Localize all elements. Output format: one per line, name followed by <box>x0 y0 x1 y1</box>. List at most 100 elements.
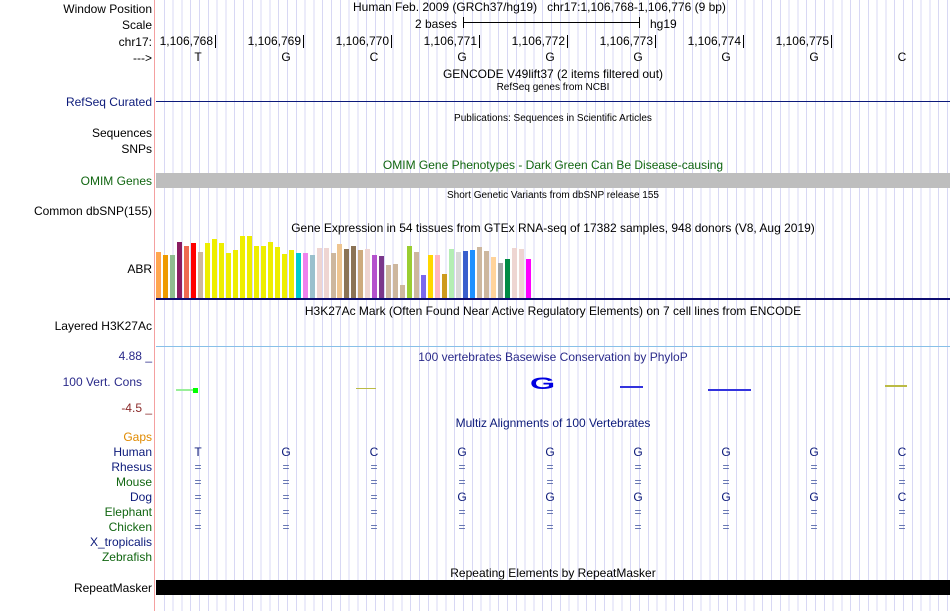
gtex-tissue-bar[interactable] <box>190 243 196 298</box>
rmsk-track-title[interactable]: Repeating Elements by RepeatMasker <box>450 566 656 580</box>
gtex-tissue-bar[interactable] <box>386 265 392 298</box>
gtex-tissue-bar[interactable] <box>442 274 448 298</box>
gtex-tissue-bar[interactable] <box>351 246 357 298</box>
gtex-tissue-bar[interactable] <box>470 250 476 298</box>
multiz-species-label[interactable]: X_tropicalis <box>89 535 152 549</box>
cons-max: 4.88 _ <box>118 349 152 363</box>
gtex-tissue-bar[interactable] <box>456 252 462 298</box>
scale-bar <box>463 17 640 28</box>
gtex-tissue-bar[interactable] <box>183 246 189 298</box>
gtex-tissue-bar[interactable] <box>225 253 231 298</box>
cons-mark <box>176 389 198 391</box>
refseq-label[interactable]: RefSeq Curated <box>65 95 152 109</box>
gtex-tissue-bar[interactable] <box>484 251 490 298</box>
pubs-track-title[interactable]: Publications: Sequences in Scientific Ar… <box>454 113 652 124</box>
gtex-tissue-bar[interactable] <box>253 246 259 298</box>
multiz-species-label[interactable]: Elephant <box>104 505 152 519</box>
sequence-base: G <box>721 50 731 64</box>
cons-label[interactable]: 100 Vert. Cons <box>62 375 142 389</box>
gtex-tissue-bar[interactable] <box>337 244 343 298</box>
strand-label: ---> <box>133 51 152 65</box>
gencode-track-title[interactable]: GENCODE V49lift37 (2 items filtered out) <box>442 67 664 81</box>
gtex-tissue-bar[interactable] <box>204 243 210 298</box>
pubs-label[interactable]: Sequences <box>91 126 152 140</box>
dbsnp-label[interactable]: Common dbSNP(155) <box>33 204 152 218</box>
omim-label[interactable]: OMIM Genes <box>80 174 152 188</box>
multiz-base: = <box>194 475 202 489</box>
dbsnp-track-title[interactable]: Short Genetic Variants from dbSNP releas… <box>447 190 659 201</box>
multiz-species-label[interactable]: Human <box>113 445 152 459</box>
gtex-tissue-bar[interactable] <box>393 264 399 298</box>
gtex-tissue-bar[interactable] <box>477 247 483 298</box>
rmsk-feature[interactable] <box>156 580 950 595</box>
gtex-tissue-bar[interactable] <box>428 255 434 298</box>
rmsk-label[interactable]: RepeatMasker <box>73 581 152 595</box>
gtex-tissue-bar[interactable] <box>330 253 336 298</box>
gtex-label[interactable]: ABR <box>127 262 152 276</box>
scale-text: 2 bases <box>415 17 458 31</box>
gtex-tissue-bar[interactable] <box>302 253 308 298</box>
gtex-tissue-bar[interactable] <box>435 255 441 298</box>
multiz-species-label[interactable]: Gaps <box>123 430 152 444</box>
gtex-tissue-bar[interactable] <box>267 242 273 298</box>
gtex-tissue-bar[interactable] <box>176 242 182 298</box>
gtex-tissue-bar[interactable] <box>197 252 203 298</box>
gtex-tissue-bar[interactable] <box>218 243 224 298</box>
gtex-tissue-bar[interactable] <box>491 257 497 298</box>
gtex-tissue-bar[interactable] <box>156 252 161 298</box>
multiz-base: = <box>634 520 642 534</box>
chrom-label: chr17: <box>118 35 152 49</box>
multiz-base: G <box>633 490 643 504</box>
multiz-species-label[interactable]: Rhesus <box>111 460 152 474</box>
multiz-species-label[interactable]: Zebrafish <box>101 550 152 564</box>
gtex-tissue-bar[interactable] <box>525 259 531 298</box>
gtex-tissue-bar[interactable] <box>400 285 406 298</box>
cons-logo-g: G <box>530 374 556 393</box>
refseq-track-title[interactable]: RefSeq genes from NCBI <box>496 82 610 93</box>
multiz-species-label[interactable]: Dog <box>129 490 152 504</box>
multiz-species-label[interactable]: Mouse <box>115 475 152 489</box>
gtex-tissue-bar[interactable] <box>274 247 280 298</box>
gtex-tissue-bar[interactable] <box>162 255 168 298</box>
gtex-tissue-bar[interactable] <box>498 263 504 298</box>
gtex-tissue-bar[interactable] <box>365 249 371 298</box>
gtex-tissue-bar[interactable] <box>232 250 238 298</box>
cons-track-title[interactable]: 100 vertebrates Basewise Conservation by… <box>418 350 688 364</box>
multiz-base: G <box>809 490 819 504</box>
gtex-tissue-bar[interactable] <box>211 239 217 298</box>
gtex-tissue-bar[interactable] <box>295 253 301 298</box>
gtex-tissue-bar[interactable] <box>407 246 413 298</box>
gtex-tissue-bar[interactable] <box>281 254 287 298</box>
gtex-tissue-bar[interactable] <box>246 236 252 298</box>
gtex-tissue-bar[interactable] <box>358 250 364 298</box>
gtex-tissue-bar[interactable] <box>505 259 510 298</box>
sequence-base: G <box>457 50 467 64</box>
omim-track-title[interactable]: OMIM Gene Phenotypes - Dark Green Can Be… <box>382 158 724 172</box>
gtex-tissue-bar[interactable] <box>309 255 315 298</box>
gtex-tissue-bar[interactable] <box>239 236 245 298</box>
h3k27-track-title[interactable]: H3K27Ac Mark (Often Found Near Active Re… <box>304 304 802 318</box>
multiz-species-label[interactable]: Chicken <box>108 520 152 534</box>
gtex-tissue-bar[interactable] <box>463 251 469 298</box>
gtex-track-title[interactable]: Gene Expression in 54 tissues from GTEx … <box>291 221 815 235</box>
gtex-tissue-bar[interactable] <box>316 248 322 298</box>
multiz-base: = <box>722 520 730 534</box>
gtex-tissue-bar[interactable] <box>344 249 350 298</box>
multiz-base: G <box>281 445 291 459</box>
gtex-tissue-bar[interactable] <box>414 252 420 298</box>
gtex-tissue-bar[interactable] <box>421 275 427 298</box>
gtex-tissue-bar[interactable] <box>169 255 175 298</box>
snps-label[interactable]: SNPs <box>121 142 152 156</box>
gtex-tissue-bar[interactable] <box>379 256 385 298</box>
multiz-base: = <box>898 475 906 489</box>
multiz-track-title[interactable]: Multiz Alignments of 100 Vertebrates <box>455 416 651 430</box>
gtex-tissue-bar[interactable] <box>449 249 455 298</box>
gtex-tissue-bar[interactable] <box>288 250 294 298</box>
gtex-tissue-bar[interactable] <box>518 249 524 298</box>
gtex-tissue-bar[interactable] <box>260 246 266 298</box>
h3k27-label[interactable]: Layered H3K27Ac <box>54 319 152 333</box>
omim-feature[interactable] <box>156 173 950 188</box>
gtex-tissue-bar[interactable] <box>323 248 329 298</box>
gtex-tissue-bar[interactable] <box>511 248 517 298</box>
gtex-tissue-bar[interactable] <box>372 255 378 298</box>
